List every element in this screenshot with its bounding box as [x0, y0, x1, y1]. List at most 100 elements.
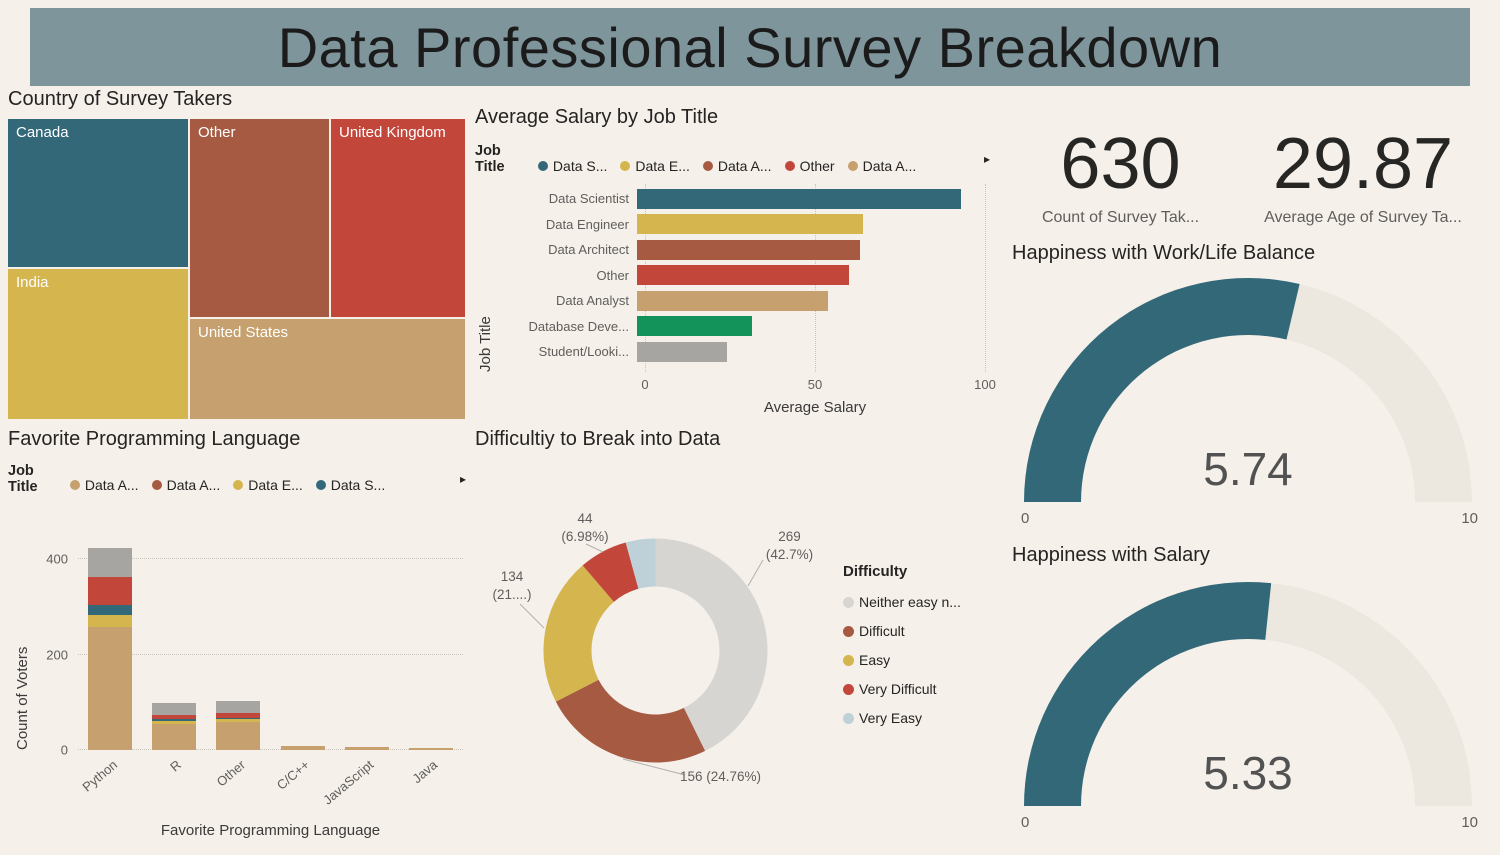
bar-segment[interactable] — [216, 722, 261, 750]
bar-row: Data Engineer — [475, 212, 985, 238]
treemap-cell-india[interactable]: India — [8, 269, 188, 419]
legend-item[interactable]: Very Easy — [843, 710, 961, 726]
legend-dot-icon — [847, 161, 858, 171]
axis-tick-label: 50 — [807, 377, 823, 392]
pie-slice[interactable] — [543, 565, 614, 702]
legend-dot-icon — [843, 625, 854, 637]
stacked-bar[interactable] — [216, 540, 261, 750]
bar-row: Data Architect — [475, 237, 985, 263]
gauge-min-label: 0 — [1021, 510, 1030, 527]
bar[interactable] — [637, 239, 860, 260]
bar[interactable] — [637, 265, 850, 286]
bar[interactable] — [637, 214, 864, 235]
gauge-min-label: 0 — [1021, 814, 1030, 831]
bar[interactable] — [637, 341, 728, 362]
legend-item[interactable]: Data A... — [847, 158, 917, 174]
legend-scroll-icon[interactable]: ▸ — [983, 152, 990, 166]
pie-slice[interactable] — [625, 538, 656, 589]
treemap-cell-united-kingdom[interactable]: United Kingdom — [331, 119, 465, 317]
bar-segment[interactable] — [152, 714, 197, 720]
bar-segment[interactable] — [88, 576, 133, 605]
gauge-value: 5.74 — [1203, 443, 1293, 495]
bar-segment[interactable] — [152, 720, 197, 724]
legend-scroll-icon[interactable]: ▸ — [459, 472, 466, 486]
treemap-title: Country of Survey Takers — [8, 88, 233, 110]
language-legend: Job Title Data A... Data A... Data E... Dat… — [8, 463, 466, 495]
pie-slice[interactable] — [582, 542, 639, 602]
dashboard-title-banner: Data Professional Survey Breakdown — [30, 8, 1470, 86]
bar[interactable] — [637, 188, 961, 209]
column-slot: Other — [206, 540, 270, 789]
country-treemap-panel: Country of Survey Takers Canada Other Un… — [8, 88, 465, 419]
stacked-bar[interactable] — [280, 540, 325, 750]
bar-segment[interactable] — [408, 748, 453, 750]
treemap-cell-other[interactable]: Other — [190, 119, 329, 317]
gauge-salary-title: Happiness with Salary — [1012, 544, 1210, 566]
bar-segment[interactable] — [216, 712, 261, 718]
bar-segment[interactable] — [88, 614, 133, 627]
legend-item[interactable]: Very Difficult — [843, 681, 961, 697]
bar-segment[interactable] — [88, 547, 133, 577]
legend-item[interactable]: Difficult — [843, 623, 961, 639]
legend-item[interactable]: Easy — [843, 652, 961, 668]
language-x-axis-title: Favorite Programming Language — [160, 822, 381, 839]
treemap-cell-label: India — [16, 274, 49, 291]
bar-segment[interactable] — [152, 703, 197, 715]
lang-columns: Python R Other C/C++ JavaScript Java — [78, 540, 463, 808]
donut-svg — [543, 538, 768, 763]
bar-segment[interactable] — [216, 717, 261, 719]
legend-item-label: Other — [799, 158, 835, 174]
bar-category-label: Data Architect — [548, 242, 629, 258]
legend-dot-icon — [843, 683, 854, 695]
gauge-fill[interactable] — [1024, 278, 1300, 502]
legend-item[interactable]: Data A... — [702, 158, 772, 174]
pie-slice[interactable] — [555, 679, 706, 763]
callout-value: 269 — [778, 529, 801, 544]
legend-item[interactable]: Data S... — [315, 477, 385, 493]
gridline — [78, 653, 463, 655]
bar-track — [637, 290, 985, 311]
stacked-bar[interactable] — [408, 540, 453, 750]
salary-x-axis-title: Average Salary — [763, 399, 867, 416]
bar-track — [637, 341, 985, 362]
bar-row: Student/Looki... — [475, 339, 985, 365]
bar-segment[interactable] — [216, 719, 261, 723]
bar-segment[interactable] — [280, 745, 325, 750]
stacked-bar[interactable] — [88, 540, 133, 750]
legend-item-label: Easy — [859, 652, 891, 668]
treemap-cell-united-states[interactable]: United States — [190, 319, 465, 419]
gauge-value: 5.33 — [1203, 747, 1293, 799]
stacked-bar[interactable] — [152, 540, 197, 750]
card-value: 630 — [1060, 124, 1181, 204]
bar-segment[interactable] — [88, 626, 133, 750]
treemap-cell-canada[interactable]: Canada — [8, 119, 188, 267]
bar-category-label: Student/Looki... — [538, 344, 629, 360]
legend-item-label: Data A... — [862, 158, 917, 174]
legend-item[interactable]: Data A... — [151, 477, 220, 493]
legend-item[interactable]: Data S... — [537, 158, 607, 174]
bar-segment[interactable] — [152, 719, 197, 721]
salary-legend: Job Title Data S... Data E... Data A... Oth… — [475, 143, 990, 175]
donut-callout-neither: 269 (42.7%) — [737, 528, 842, 564]
legend-item-label: Data A... — [84, 477, 139, 493]
pie-slice[interactable] — [655, 538, 768, 751]
legend-item[interactable]: Data A... — [69, 477, 139, 493]
bar-segment[interactable] — [344, 746, 389, 750]
gauge-fill[interactable] — [1024, 581, 1272, 806]
bar[interactable] — [637, 290, 829, 311]
legend-dot-icon — [843, 654, 854, 666]
bar-segment[interactable] — [152, 723, 197, 750]
legend-item[interactable]: Data E... — [233, 477, 303, 493]
bar-segment[interactable] — [216, 700, 261, 713]
legend-item[interactable]: Other — [784, 158, 835, 174]
legend-item[interactable]: Neither easy n... — [843, 594, 961, 610]
legend-item-label: Very Difficult — [859, 681, 937, 697]
legend-dot-icon — [843, 712, 854, 724]
legend-item[interactable]: Data E... — [620, 158, 690, 174]
bar[interactable] — [637, 316, 752, 337]
difficulty-legend-items: Neither easy n... Difficult Easy Very Diffi… — [843, 594, 961, 726]
treemap-cell-label: United States — [198, 324, 289, 341]
difficulty-donut-panel: Difficultiy to Break into Data 44 (6.98%… — [475, 428, 1010, 853]
bar-segment[interactable] — [88, 604, 133, 615]
stacked-bar[interactable] — [344, 540, 389, 750]
